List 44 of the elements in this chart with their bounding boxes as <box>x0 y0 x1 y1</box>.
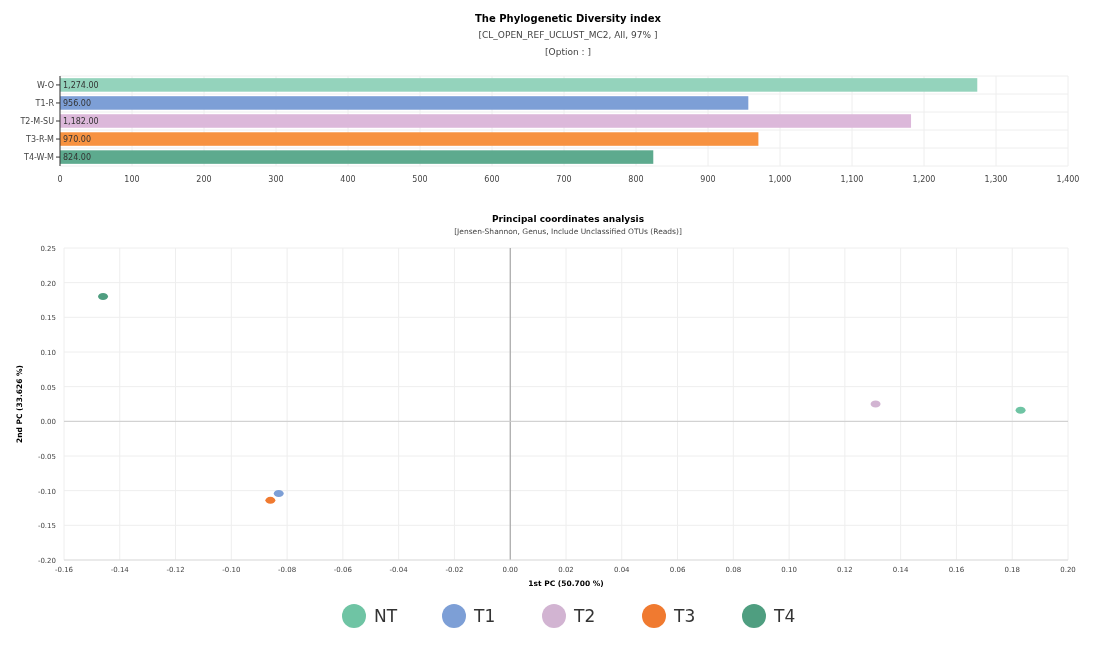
data-label: 824.00 <box>63 153 91 163</box>
y-tick-label: T3-R-M <box>25 135 55 145</box>
data-label: 1,274.00 <box>63 80 99 90</box>
y-tick-label: W-O <box>37 80 54 90</box>
x-tick-label: 400 <box>340 175 356 184</box>
bar <box>60 114 912 128</box>
chart-subtitle: [CL_OPEN_REF_UCLUST_MC2, All, 97% ] <box>478 30 658 40</box>
bar <box>60 132 759 146</box>
data-label: 970.00 <box>63 135 91 145</box>
x-tick-label: 600 <box>484 175 500 184</box>
y-tick-label: T2-M-SU <box>19 117 55 126</box>
legend-label: NT <box>374 606 398 626</box>
x-tick-label: 1,300 <box>984 175 1008 184</box>
point <box>870 400 881 408</box>
bar <box>60 78 978 92</box>
data-label: 956.00 <box>63 98 91 108</box>
point <box>1015 406 1026 414</box>
bar <box>60 150 654 164</box>
y-tick-label: T1-R <box>34 98 55 108</box>
x-tick-label: 1,400 <box>1056 175 1080 184</box>
x-tick-label: 900 <box>700 175 716 184</box>
chart-title: The Phylogenetic Diversity index <box>475 13 662 24</box>
x-tick-label: 100 <box>124 175 140 184</box>
text: [Option : ] <box>545 47 591 57</box>
x-tick-label: 800 <box>628 175 644 184</box>
x-tick-label: 1,200 <box>912 175 936 184</box>
x-tick-label: 1,000 <box>768 175 792 184</box>
x-tick-label: 1,100 <box>840 175 864 184</box>
point <box>273 489 284 497</box>
bar <box>60 96 749 110</box>
x-tick-label: 0 <box>57 175 63 184</box>
x-tick-label: 500 <box>412 175 428 184</box>
x-tick-label: 200 <box>196 175 212 184</box>
x-tick-label: 300 <box>268 175 284 184</box>
chart-title: Principal coordinates analysis <box>491 214 645 224</box>
point <box>265 496 276 504</box>
point <box>98 293 109 301</box>
y-tick-label: T4-W-M <box>23 153 55 163</box>
legend-label: T4 <box>773 606 796 626</box>
legend-label: T1 <box>473 606 496 626</box>
legend-label: T2 <box>573 606 596 626</box>
legend-label: T3 <box>673 606 696 626</box>
data-label: 1,182.00 <box>63 117 99 126</box>
x-tick-label: 700 <box>556 175 572 184</box>
